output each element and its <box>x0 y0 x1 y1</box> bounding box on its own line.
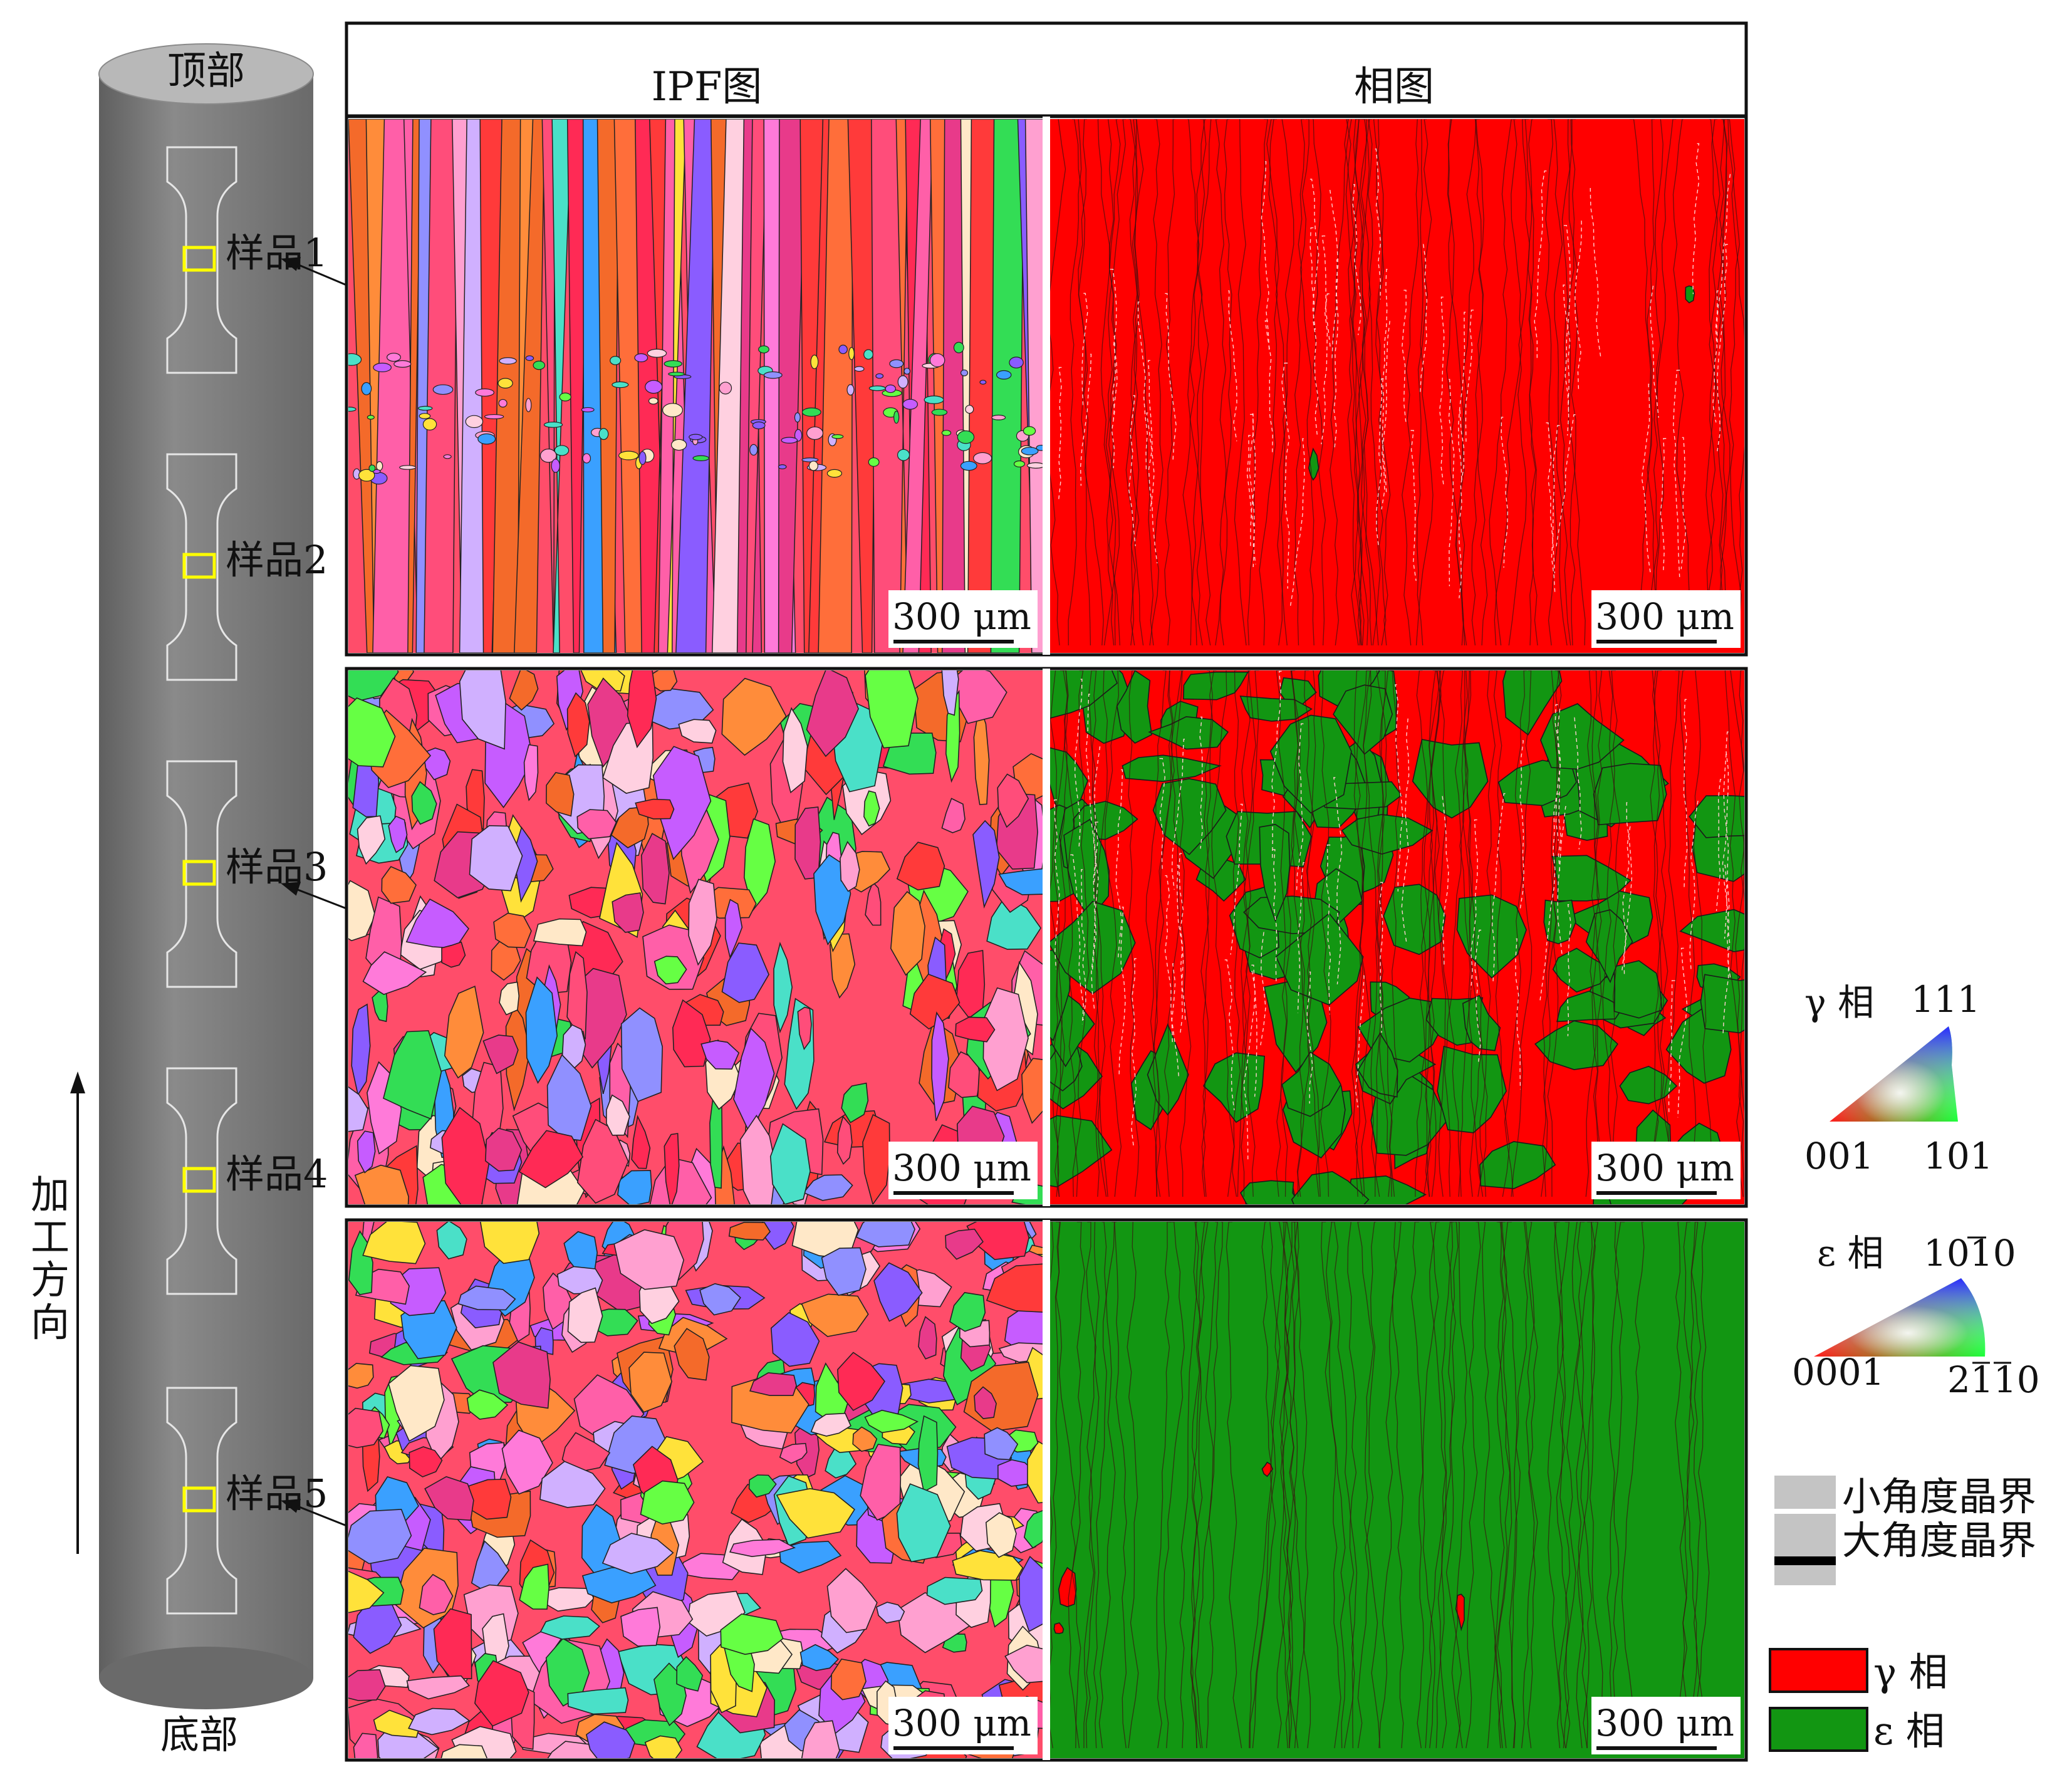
scale-bar-label: 300 μm <box>892 1147 1031 1189</box>
svg-text:γ 相: γ 相 <box>1804 981 1874 1024</box>
panel-dividers <box>1043 117 1050 1760</box>
sample-label: 样品5 <box>226 1471 328 1516</box>
sample-location-marker <box>182 1167 216 1193</box>
ebsd-map-grid <box>348 119 1744 1758</box>
sample-location-marker <box>182 246 216 272</box>
low-angle-boundary-label: 小角度晶界 <box>1842 1474 2036 1519</box>
phase-column-title: 相图 <box>1354 64 1434 110</box>
svg-text:加: 加 <box>31 1172 70 1217</box>
grain-boundary-legend: 小角度晶界 大角度晶界 <box>1774 1474 2036 1585</box>
bottom-label: 底部 <box>160 1712 238 1758</box>
scale-bar: 300 μm <box>888 1142 1038 1199</box>
ipf-column-title: IPF图 <box>652 64 763 110</box>
build-direction-label: 加 工 方 向 <box>31 1172 70 1345</box>
specimen-outline <box>166 1067 237 1295</box>
scale-bar: 300 μm <box>1591 590 1741 648</box>
epsilon-ipf-legend: ε 相 1010 0001 2110 <box>1792 1232 2040 1401</box>
gamma-phase-label: γ 相 <box>1873 1649 1948 1695</box>
epsilon-phase-label: ε 相 <box>1873 1708 1945 1754</box>
scale-bar: 300 μm <box>888 1697 1038 1754</box>
svg-text:向: 向 <box>31 1300 70 1345</box>
gamma-ipf-legend: γ 相 111 001 101 <box>1804 978 1993 1177</box>
top-label: 顶部 <box>167 48 245 93</box>
column-header: IPF图 相图 <box>345 21 1748 118</box>
ipf-map-sample-5 <box>348 1222 1043 1758</box>
scale-bar: 300 μm <box>888 590 1038 648</box>
svg-text:2110: 2110 <box>1947 1358 2040 1401</box>
epsilon-ipf-triangle <box>1814 1278 1986 1357</box>
phase-color-legend: γ 相 ε 相 <box>1769 1648 1948 1754</box>
phase-map-sample-5 <box>1050 1222 1744 1758</box>
specimen-outline <box>166 1387 237 1615</box>
sample-pointer-arrows <box>281 257 347 1527</box>
cylinder-body <box>99 74 313 1678</box>
sample-location-marker <box>182 1486 216 1513</box>
svg-text:ε 相: ε 相 <box>1817 1232 1884 1274</box>
scale-bars: 300 μm 300 μm 300 μm 300 μm 300 μm 300 μm <box>888 590 1741 1754</box>
sample-label: 样品2 <box>226 537 328 583</box>
svg-text:0001: 0001 <box>1792 1351 1885 1394</box>
scale-bar-label: 300 μm <box>1595 1702 1734 1744</box>
specimen-outline <box>166 453 237 681</box>
svg-text:001: 001 <box>1804 1135 1874 1177</box>
svg-text:工: 工 <box>31 1214 70 1260</box>
high-angle-boundary-swatch <box>1774 1556 1836 1565</box>
scale-bar-label: 300 μm <box>1595 595 1734 638</box>
scale-bar: 300 μm <box>1591 1142 1741 1199</box>
low-angle-boundary-swatch <box>1774 1509 1836 1514</box>
build-direction-arrowhead <box>70 1071 85 1093</box>
epsilon-phase-swatch <box>1769 1707 1868 1752</box>
build-cylinder: 顶部 底部 样品1 样品2 样品3 样品4 样品5 加 工 方 向 <box>31 43 328 1758</box>
sample-label: 样品1 <box>226 230 328 276</box>
scale-bar-label: 300 μm <box>1595 1147 1734 1189</box>
gamma-phase-swatch <box>1769 1648 1868 1693</box>
cylinder-bottom <box>99 1647 313 1709</box>
sample-location-marker <box>182 860 216 886</box>
sample-location-marker <box>182 553 216 579</box>
phase-map-sample-3 <box>1050 670 1744 1204</box>
specimen-outlines: 样品1 样品2 样品3 样品4 样品5 <box>166 146 328 1615</box>
sample-label: 样品3 <box>226 844 328 890</box>
scale-bar-label: 300 μm <box>892 595 1031 638</box>
ipf-map-sample-1 <box>348 119 1043 653</box>
ipf-map-sample-3 <box>348 670 1043 1204</box>
cylinder-top <box>98 43 314 105</box>
scale-bar-label: 300 μm <box>892 1702 1031 1744</box>
svg-text:111: 111 <box>1911 978 1981 1021</box>
specimen-outline <box>166 146 237 374</box>
specimen-outline <box>166 760 237 988</box>
svg-text:方: 方 <box>31 1257 70 1303</box>
phase-map-sample-1 <box>1050 119 1744 653</box>
gamma-ipf-triangle <box>1830 1026 1958 1122</box>
svg-text:1010: 1010 <box>1924 1232 2016 1274</box>
high-angle-boundary-label: 大角度晶界 <box>1842 1518 2036 1563</box>
sample-label: 样品4 <box>226 1151 328 1197</box>
svg-text:101: 101 <box>1924 1135 1993 1177</box>
scale-bar: 300 μm <box>1591 1697 1741 1754</box>
